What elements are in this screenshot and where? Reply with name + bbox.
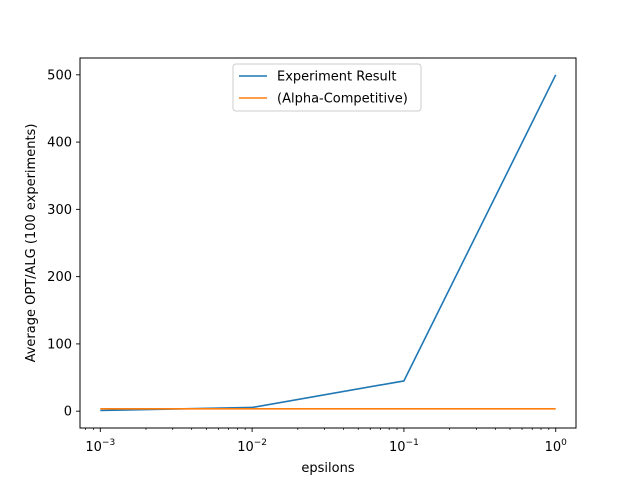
y-tick-label: 0: [64, 405, 72, 420]
y-axis-label: Average OPT/ALG (100 experiments): [24, 124, 39, 363]
y-tick-label: 200: [47, 270, 72, 285]
y-axis-ticks: 0 100 200 300 400 500: [47, 68, 80, 420]
legend-entry-label: Experiment Result: [277, 70, 396, 85]
x-tick-exponent: −3: [102, 438, 115, 448]
x-tick-base: 10: [545, 440, 562, 455]
legend: Experiment Result (Alpha-Competitive): [232, 63, 422, 112]
y-tick-label: 100: [47, 337, 72, 352]
x-axis-ticks: 10−3 10−2 10−1 100: [85, 428, 567, 455]
x-tick-label: 10−3: [85, 438, 115, 455]
legend-entry-label: (Alpha-Competitive): [277, 92, 408, 107]
x-axis-label: epsilons: [301, 461, 354, 476]
x-tick-exponent: 0: [561, 438, 567, 448]
x-tick-label: 100: [545, 438, 568, 455]
x-tick-label: 10−1: [389, 438, 419, 455]
x-tick-exponent: −1: [406, 438, 419, 448]
axes-frame: [79, 57, 577, 429]
legend-box: [232, 63, 422, 112]
y-tick-label: 300: [47, 203, 72, 218]
x-tick-label: 10−2: [237, 438, 267, 455]
y-tick-label: 500: [47, 68, 72, 83]
x-tick-base: 10: [237, 440, 254, 455]
x-tick-base: 10: [85, 440, 102, 455]
x-tick-exponent: −2: [254, 438, 267, 448]
series-layer: [100, 74, 557, 412]
y-tick-label: 400: [47, 136, 72, 151]
series-line-experiment-result: [100, 74, 557, 412]
x-tick-base: 10: [389, 440, 406, 455]
